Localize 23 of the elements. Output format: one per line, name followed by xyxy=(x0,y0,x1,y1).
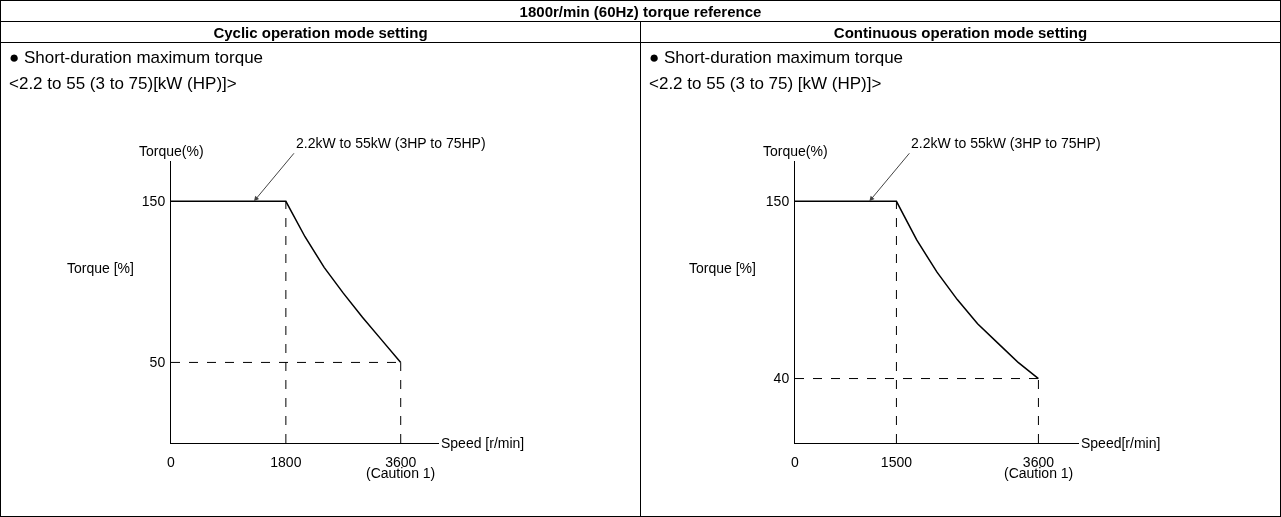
x-tick-label: 1500 xyxy=(880,453,913,470)
text: Torque [%] xyxy=(689,260,756,276)
x-axis-title: Speed[r/min] xyxy=(1081,435,1161,451)
annotation: 2.2kW to 55kW (3HP to 75HP) xyxy=(911,135,1101,151)
x-tick-label: 1800 xyxy=(270,453,302,470)
text: (Caution 1) xyxy=(366,465,436,481)
chart-title: Continuous operation mode setting xyxy=(640,21,1281,43)
y-tick-label: 50 xyxy=(149,354,166,371)
y-axis-title: Torque(%) xyxy=(139,143,204,159)
y-tick-label: 150 xyxy=(765,193,790,210)
x-axis-title: Speed [r/min] xyxy=(441,435,525,451)
y-tick-label: 150 xyxy=(141,193,166,210)
text: Torque [%] xyxy=(67,260,134,276)
chart-title: Cyclic operation mode setting xyxy=(0,21,641,43)
y-tick-label: 40 xyxy=(773,370,790,387)
text: (Caution 1) xyxy=(1004,465,1074,481)
annotation: 2.2kW to 55kW (3HP to 75HP) xyxy=(296,135,486,151)
chart-subtitle: ● Short-duration maximum torque <2.2 to 55 (3 to 75)[kW (HP)]> xyxy=(8,47,265,95)
text: 1800r/min (60Hz) torque reference xyxy=(0,0,1281,22)
x-tick-label: 0 xyxy=(167,453,176,470)
x-tick-label: 0 xyxy=(791,453,800,470)
chart-subtitle: ● Short-duration maximum torque <2.2 to 55 (3 to 75) [kW (HP)]> xyxy=(648,47,905,95)
y-axis-title: Torque(%) xyxy=(763,143,828,159)
